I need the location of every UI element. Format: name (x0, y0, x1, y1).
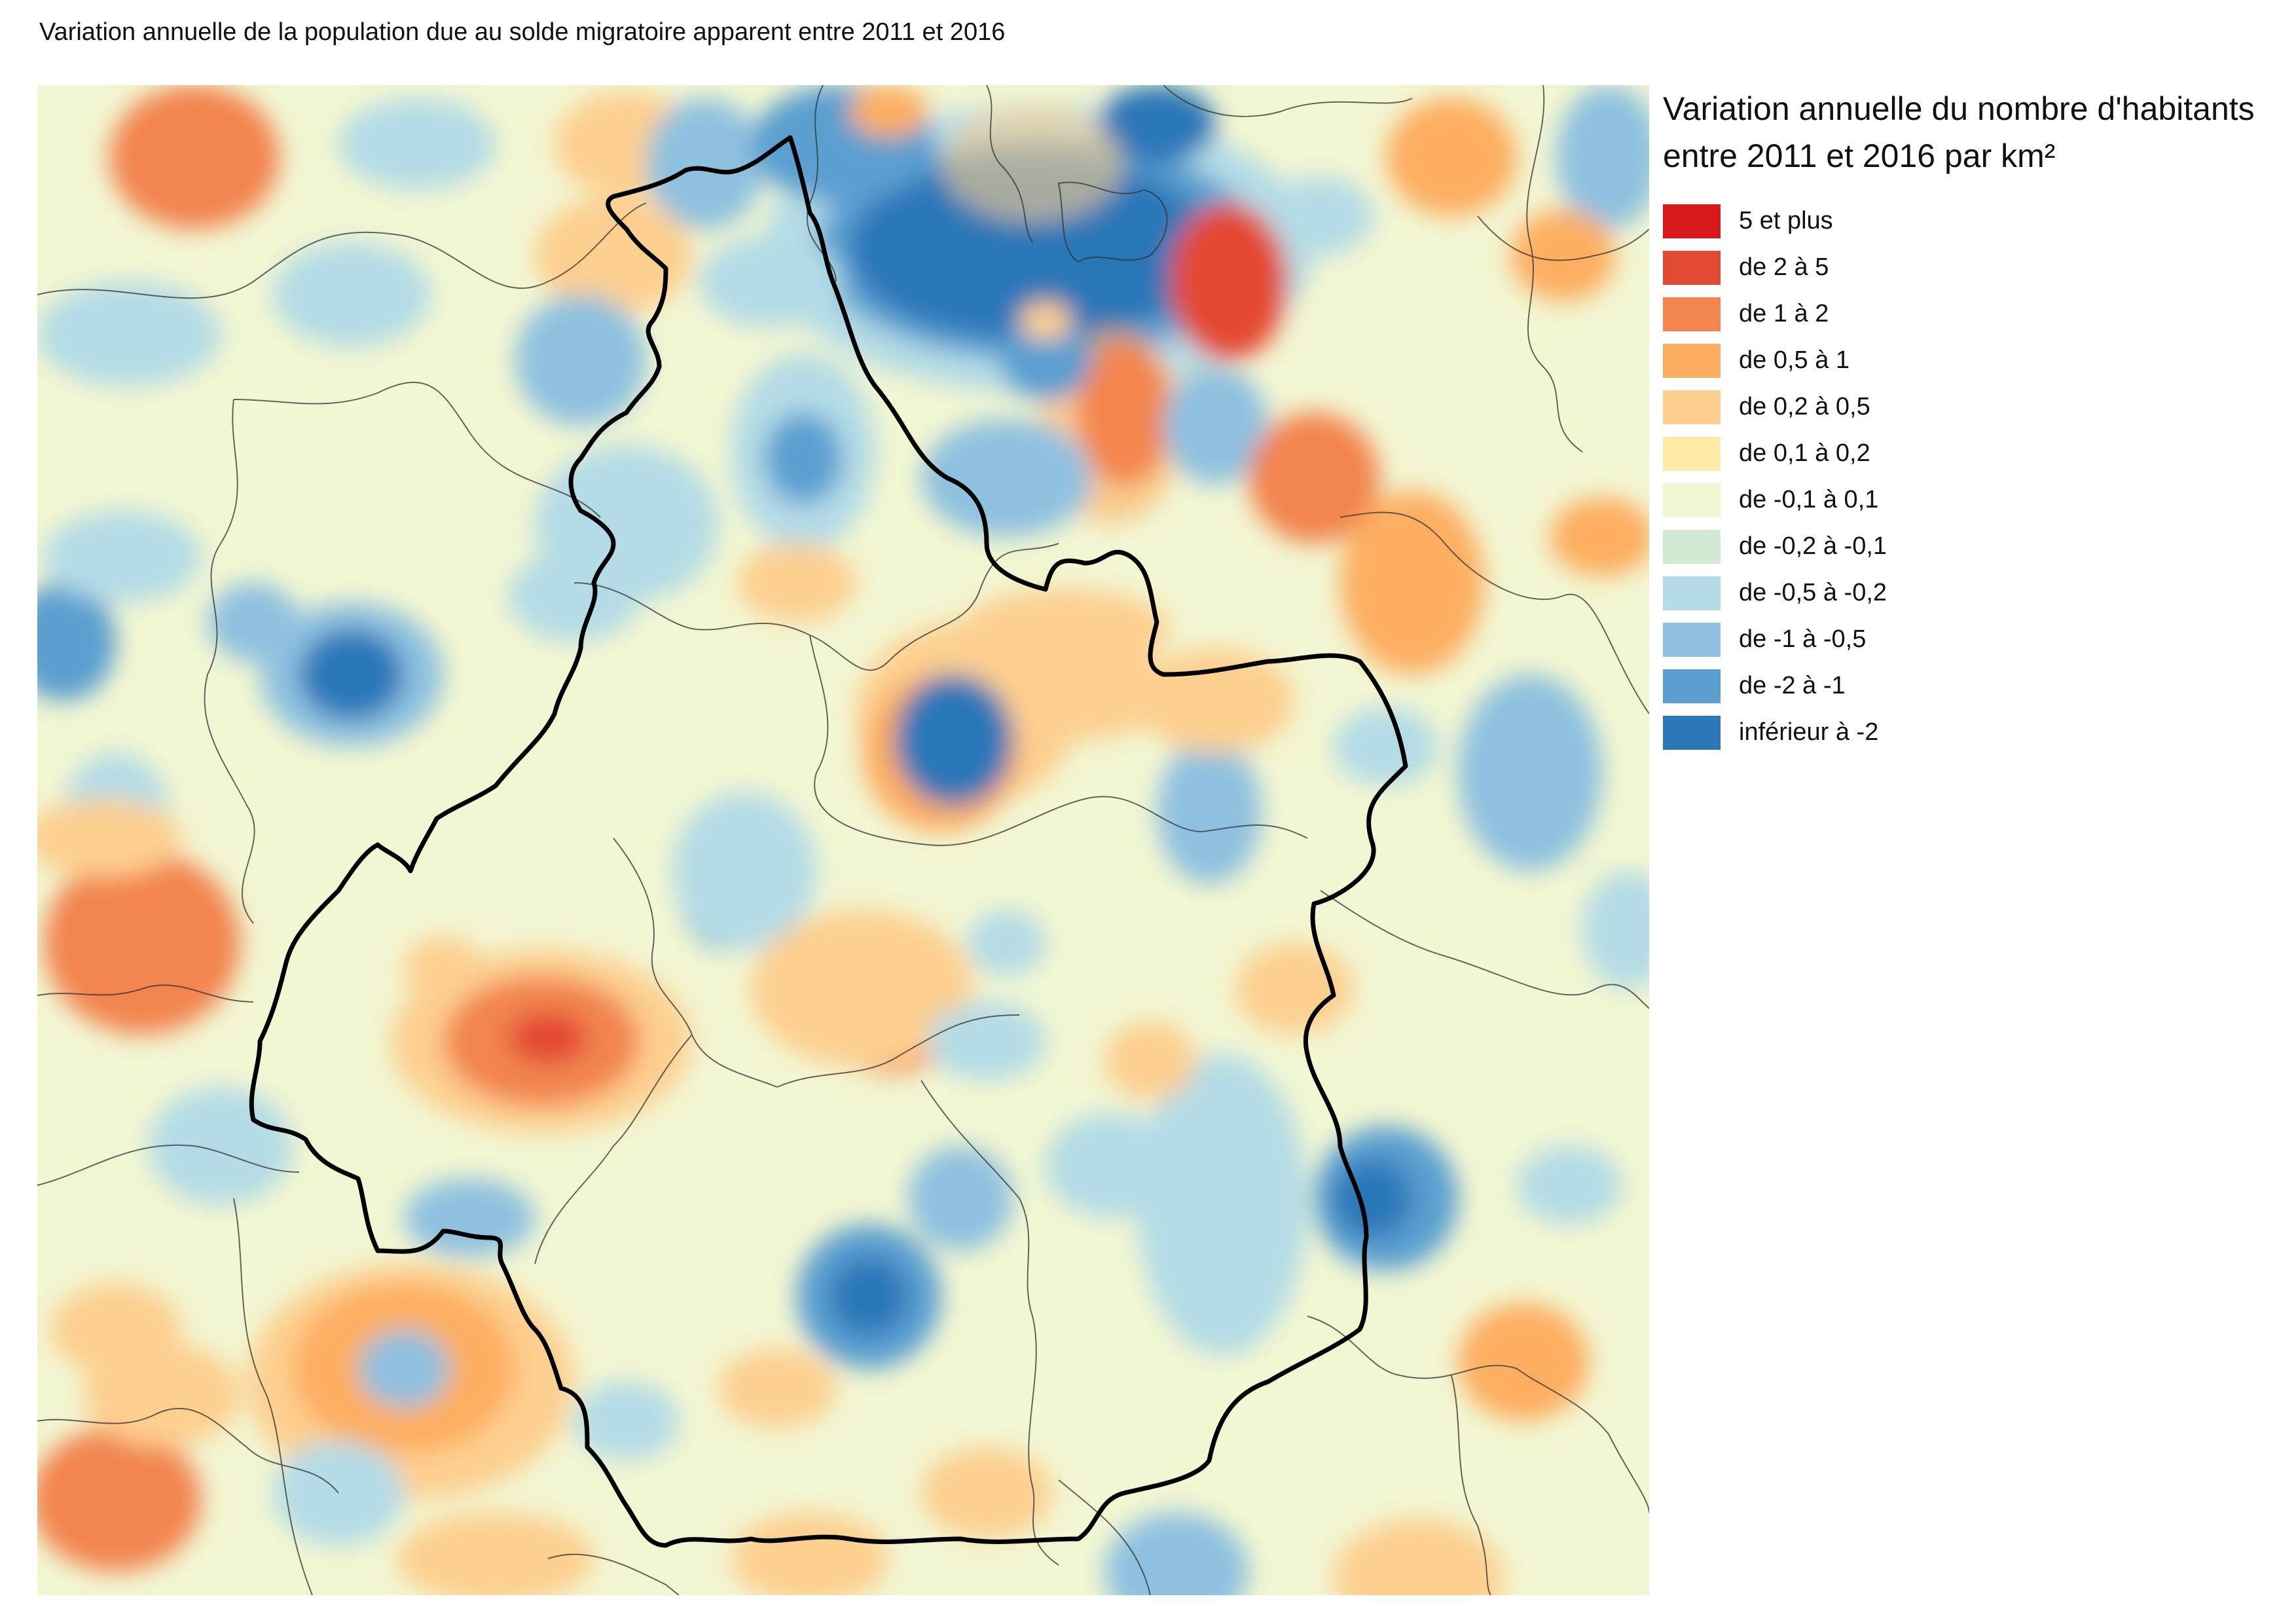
legend-item: de 0,5 à 1 (1663, 337, 2278, 384)
legend-classes: 5 et plus de 2 à 5 de 1 à 2 de 0,5 à 1 de 0,… (1663, 198, 2278, 756)
legend-label: de -0,2 à -0,1 (1739, 532, 1887, 560)
legend-label: de 0,1 à 0,2 (1739, 439, 1870, 467)
legend-label: de -0,1 à 0,1 (1739, 486, 1879, 513)
legend-item: de 1 à 2 (1663, 291, 2278, 337)
legend-label: de 2 à 5 (1739, 253, 1829, 281)
legend-swatch (1663, 250, 1721, 285)
legend-swatch (1663, 436, 1721, 471)
legend-item: inférieur à -2 (1663, 709, 2278, 756)
region-outline (249, 135, 1408, 1548)
legend-label: de -0,5 à -0,2 (1739, 579, 1887, 606)
legend-swatch (1663, 297, 1721, 331)
map-legend: Variation annuelle du nombre d'habitants… (1663, 85, 2278, 756)
legend-label: de -1 à -0,5 (1739, 625, 1867, 653)
legend-swatch (1663, 715, 1721, 750)
legend-item: de -0,2 à -0,1 (1663, 523, 2278, 570)
legend-swatch (1663, 390, 1721, 424)
value-surface (37, 85, 1649, 1595)
legend-title-line-2: entre 2011 et 2016 par km² (1663, 138, 2056, 174)
legend-swatch (1663, 343, 1721, 378)
legend-swatch (1663, 529, 1721, 564)
legend-label: inférieur à -2 (1739, 718, 1879, 746)
legend-label: 5 et plus (1739, 207, 1833, 234)
density-variation-map[interactable] (37, 85, 1649, 1595)
legend-item: de -1 à -0,5 (1663, 616, 2278, 663)
legend-item: de -2 à -1 (1663, 663, 2278, 709)
legend-item: de -0,5 à -0,2 (1663, 570, 2278, 616)
legend-swatch (1663, 204, 1721, 238)
legend-title-line-1: Variation annuelle du nombre d'habitants (1663, 90, 2255, 127)
legend-item: 5 et plus (1663, 198, 2278, 244)
legend-item: de 0,2 à 0,5 (1663, 384, 2278, 430)
administrative-boundaries (37, 85, 1649, 1595)
legend-item: de 2 à 5 (1663, 244, 2278, 291)
legend-item: de 0,1 à 0,2 (1663, 430, 2278, 477)
legend-label: de 0,2 à 0,5 (1739, 393, 1870, 420)
legend-label: de 0,5 à 1 (1739, 346, 1850, 374)
legend-swatch (1663, 669, 1721, 703)
legend-label: de -2 à -1 (1739, 672, 1846, 699)
legend-swatch (1663, 576, 1721, 610)
map-canvas (37, 85, 1649, 1595)
legend-swatch (1663, 483, 1721, 517)
legend-label: de 1 à 2 (1739, 300, 1829, 327)
map-title: Variation annuelle de la population due … (39, 18, 1006, 46)
legend-item: de -0,1 à 0,1 (1663, 477, 2278, 523)
legend-title: Variation annuelle du nombre d'habitants… (1663, 85, 2278, 179)
legend-swatch (1663, 622, 1721, 657)
